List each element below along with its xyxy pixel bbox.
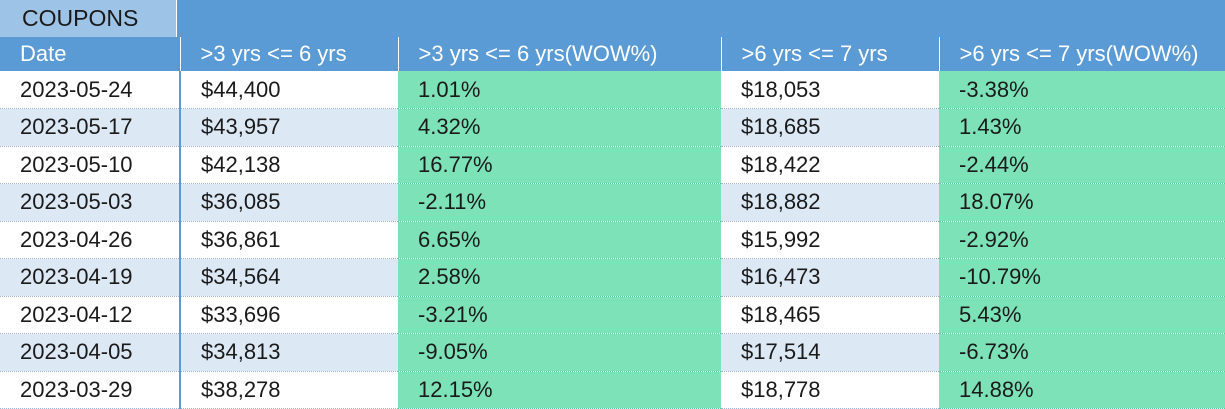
- value-6-7-cell[interactable]: $17,514: [721, 333, 939, 372]
- value-3-6-cell[interactable]: $44,400: [180, 71, 398, 109]
- table-row: 2023-04-26 $36,861 6.65% $15,992 -2.92%: [0, 221, 1225, 259]
- table-body: 2023-05-24 $44,400 1.01% $18,053 -3.38% …: [0, 71, 1225, 409]
- date-cell[interactable]: 2023-03-29: [0, 371, 181, 409]
- header-row: Date >3 yrs <= 6 yrs >3 yrs <= 6 yrs(WOW…: [0, 37, 1225, 71]
- table-row: 2023-05-24 $44,400 1.01% $18,053 -3.38%: [0, 71, 1225, 109]
- date-cell[interactable]: 2023-04-26: [0, 221, 181, 259]
- wow-3-6-cell[interactable]: -2.11%: [398, 183, 721, 222]
- wow-3-6-cell[interactable]: 6.65%: [398, 221, 721, 259]
- title-band: [0, 0, 1225, 37]
- value-3-6-cell[interactable]: $43,957: [180, 108, 398, 147]
- wow-6-7-cell[interactable]: -2.44%: [939, 146, 1225, 184]
- date-cell[interactable]: 2023-04-19: [0, 258, 181, 297]
- header-3-6-yrs-wow[interactable]: >3 yrs <= 6 yrs(WOW%): [397, 37, 721, 71]
- wow-6-7-cell[interactable]: 5.43%: [939, 296, 1225, 334]
- table-row: 2023-05-17 $43,957 4.32% $18,685 1.43%: [0, 108, 1225, 147]
- value-6-7-cell[interactable]: $18,465: [721, 296, 939, 334]
- wow-6-7-cell[interactable]: 1.43%: [939, 108, 1225, 147]
- wow-3-6-cell[interactable]: 12.15%: [398, 371, 721, 409]
- table-row: 2023-03-29 $38,278 12.15% $18,778 14.88%: [0, 371, 1225, 409]
- table-row: 2023-05-10 $42,138 16.77% $18,422 -2.44%: [0, 146, 1225, 184]
- value-6-7-cell[interactable]: $18,778: [721, 371, 939, 409]
- wow-6-7-cell[interactable]: -3.38%: [939, 71, 1225, 109]
- wow-3-6-cell[interactable]: 16.77%: [398, 146, 721, 184]
- date-cell[interactable]: 2023-04-12: [0, 296, 181, 334]
- wow-6-7-cell[interactable]: -10.79%: [939, 258, 1225, 297]
- date-cell[interactable]: 2023-04-05: [0, 333, 181, 372]
- date-cell[interactable]: 2023-05-03: [0, 183, 181, 222]
- header-3-6-yrs[interactable]: >3 yrs <= 6 yrs: [179, 37, 398, 71]
- value-6-7-cell[interactable]: $18,685: [721, 108, 939, 147]
- date-cell[interactable]: 2023-05-17: [0, 108, 181, 147]
- header-date[interactable]: Date: [0, 37, 180, 71]
- wow-6-7-cell[interactable]: -6.73%: [939, 333, 1225, 372]
- wow-3-6-cell[interactable]: 4.32%: [398, 108, 721, 147]
- value-3-6-cell[interactable]: $34,813: [180, 333, 398, 372]
- value-3-6-cell[interactable]: $42,138: [180, 146, 398, 184]
- value-6-7-cell[interactable]: $18,882: [721, 183, 939, 222]
- wow-6-7-cell[interactable]: -2.92%: [939, 221, 1225, 259]
- wow-3-6-cell[interactable]: 2.58%: [398, 258, 721, 297]
- value-3-6-cell[interactable]: $33,696: [180, 296, 398, 334]
- date-cell[interactable]: 2023-05-10: [0, 146, 181, 184]
- date-cell[interactable]: 2023-05-24: [0, 71, 181, 109]
- value-6-7-cell[interactable]: $15,992: [721, 221, 939, 259]
- value-3-6-cell[interactable]: $36,085: [180, 183, 398, 222]
- value-3-6-cell[interactable]: $38,278: [180, 371, 398, 409]
- value-6-7-cell[interactable]: $18,053: [721, 71, 939, 109]
- wow-6-7-cell[interactable]: 14.88%: [939, 371, 1225, 409]
- wow-3-6-cell[interactable]: -3.21%: [398, 296, 721, 334]
- sheet-title: COUPONS: [0, 0, 177, 37]
- wow-6-7-cell[interactable]: 18.07%: [939, 183, 1225, 222]
- table-row: 2023-04-05 $34,813 -9.05% $17,514 -6.73%: [0, 333, 1225, 372]
- value-3-6-cell[interactable]: $36,861: [180, 221, 398, 259]
- coupons-table: Date >3 yrs <= 6 yrs >3 yrs <= 6 yrs(WOW…: [0, 37, 1225, 409]
- value-6-7-cell[interactable]: $16,473: [721, 258, 939, 297]
- header-6-7-yrs[interactable]: >6 yrs <= 7 yrs: [720, 37, 939, 71]
- value-3-6-cell[interactable]: $34,564: [180, 258, 398, 297]
- table-row: 2023-04-12 $33,696 -3.21% $18,465 5.43%: [0, 296, 1225, 334]
- header-6-7-yrs-wow[interactable]: >6 yrs <= 7 yrs(WOW%): [938, 37, 1225, 71]
- value-6-7-cell[interactable]: $18,422: [721, 146, 939, 184]
- table-row: 2023-05-03 $36,085 -2.11% $18,882 18.07%: [0, 183, 1225, 222]
- wow-3-6-cell[interactable]: 1.01%: [398, 71, 721, 109]
- table-row: 2023-04-19 $34,564 2.58% $16,473 -10.79%: [0, 258, 1225, 297]
- wow-3-6-cell[interactable]: -9.05%: [398, 333, 721, 372]
